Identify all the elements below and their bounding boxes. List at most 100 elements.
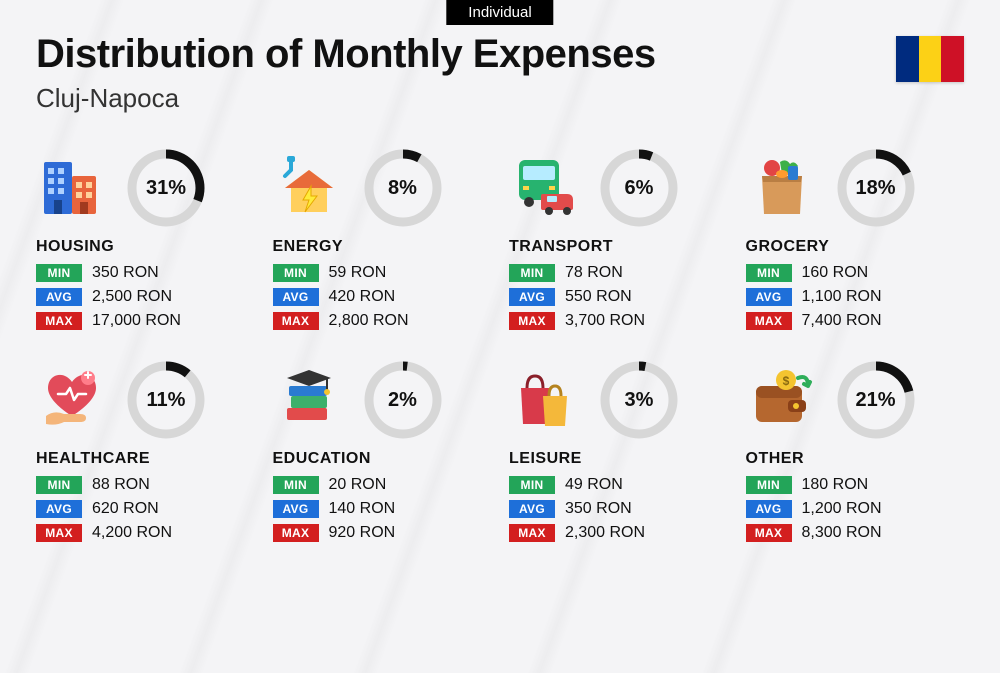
max-badge: MAX	[746, 312, 792, 330]
stat-avg-row: AVG1,200 RON	[746, 500, 965, 518]
stat-max-row: MAX2,800 RON	[273, 312, 492, 330]
percent-label: 31%	[126, 148, 206, 228]
expense-card-other: $ 21%OTHERMIN180 RONAVG1,200 RONMAX8,300…	[746, 360, 965, 542]
stats-block: MIN 350 RON AVG2,500 RON MAX 17,000 RON	[36, 264, 255, 330]
stat-min-row: MIN 78 RON	[509, 264, 728, 282]
stat-avg-row: AVG350 RON	[509, 500, 728, 518]
percent-label: 11%	[126, 360, 206, 440]
min-value: 160 RON	[802, 264, 869, 282]
grad-books-icon	[273, 364, 345, 436]
stat-min-row: MIN 49 RON	[509, 476, 728, 494]
max-badge: MAX	[36, 312, 82, 330]
avg-value: 620 RON	[92, 500, 159, 518]
percent-donut: 31%	[126, 148, 206, 228]
max-value: 2,800 RON	[329, 312, 409, 330]
stat-avg-row: AVG550 RON	[509, 288, 728, 306]
shopping-bags-icon	[509, 364, 581, 436]
min-badge: MIN	[36, 476, 82, 494]
max-value: 8,300 RON	[802, 524, 882, 542]
stats-block: MIN 20 RON AVG 140 RON MAX 920 RON	[273, 476, 492, 542]
avg-value: 420 RON	[329, 288, 396, 306]
min-badge: MIN	[509, 476, 555, 494]
stat-avg-row: AVG420 RON	[273, 288, 492, 306]
max-value: 2,300 RON	[565, 524, 645, 542]
max-badge: MAX	[273, 524, 319, 542]
max-badge: MAX	[746, 524, 792, 542]
max-value: 17,000 RON	[92, 312, 181, 330]
stat-min-row: MIN 350 RON	[36, 264, 255, 282]
min-value: 49 RON	[565, 476, 623, 494]
stat-max-row: MAX 920 RON	[273, 524, 492, 542]
bus-car-icon	[509, 152, 581, 224]
stat-max-row: MAX 3,700 RON	[509, 312, 728, 330]
percent-label: 8%	[363, 148, 443, 228]
min-value: 20 RON	[329, 476, 387, 494]
stats-block: MIN160 RONAVG1,100 RONMAX7,400 RON	[746, 264, 965, 330]
expense-grid: 31%HOUSINGMIN350 RONAVG2,500 RONMAX17,00…	[36, 148, 964, 542]
percent-donut: 18%	[836, 148, 916, 228]
min-badge: MIN	[273, 476, 319, 494]
max-value: 3,700 RON	[565, 312, 645, 330]
percent-label: 2%	[363, 360, 443, 440]
expense-card-healthcare: 11%HEALTHCAREMIN88 RONAVG620 RONMAX4,200…	[36, 360, 255, 542]
page-title: Distribution of Monthly Expenses	[36, 32, 964, 77]
flag-romania	[896, 36, 964, 82]
avg-value: 140 RON	[329, 500, 396, 518]
min-badge: MIN	[746, 476, 792, 494]
percent-donut: 11%	[126, 360, 206, 440]
stat-min-row: MIN 20 RON	[273, 476, 492, 494]
page-subtitle: Cluj-Napoca	[36, 83, 964, 114]
stat-max-row: MAX 17,000 RON	[36, 312, 255, 330]
expense-card-transport: 6% TRANSPORT MIN 78 RON AVG550 RON MAX 3,700 R…	[509, 148, 728, 330]
max-badge: MAX	[509, 524, 555, 542]
percent-label: 21%	[836, 360, 916, 440]
stat-max-row: MAX 8,300 RON	[746, 524, 965, 542]
expense-card-education: 2% EDUCATION MIN 20 RON AVG 140 RON MAX 920 RON	[273, 360, 492, 542]
max-badge: MAX	[509, 312, 555, 330]
avg-badge: AVG	[746, 500, 792, 518]
avg-badge: AVG	[273, 500, 319, 518]
stats-block: MIN 59 RON AVG420 RON MAX2,800 RON	[273, 264, 492, 330]
avg-badge: AVG	[746, 288, 792, 306]
expense-card-housing: 31% HOUSING MIN 350 RON AVG2,500 RON MAX 17,00…	[36, 148, 255, 330]
stat-min-row: MIN180 RON	[746, 476, 965, 494]
category-name: LEISURE	[509, 450, 728, 468]
svg-text:$: $	[782, 374, 789, 388]
min-badge: MIN	[746, 264, 792, 282]
expense-card-leisure: 3% LEISURE MIN 49 RON AVG350 RON MAX 2,300 RON	[509, 360, 728, 542]
stat-max-row: MAX 2,300 RON	[509, 524, 728, 542]
percent-donut: 6%	[599, 148, 679, 228]
avg-badge: AVG	[509, 500, 555, 518]
stat-avg-row: AVG2,500 RON	[36, 288, 255, 306]
category-name: GROCERY	[746, 238, 965, 256]
min-badge: MIN	[273, 264, 319, 282]
percent-donut: 21%	[836, 360, 916, 440]
stat-max-row: MAX4,200 RON	[36, 524, 255, 542]
percent-label: 3%	[599, 360, 679, 440]
min-value: 59 RON	[329, 264, 387, 282]
min-value: 350 RON	[92, 264, 159, 282]
stats-block: MIN180 RON AVG1,200 RON MAX 8,300 RON	[746, 476, 965, 542]
category-name: HOUSING	[36, 238, 255, 256]
flag-stripe-blue	[896, 36, 919, 82]
percent-donut: 8%	[363, 148, 443, 228]
min-value: 88 RON	[92, 476, 150, 494]
category-name: TRANSPORT	[509, 238, 728, 256]
avg-badge: AVG	[509, 288, 555, 306]
flag-stripe-yellow	[919, 36, 942, 82]
category-name: EDUCATION	[273, 450, 492, 468]
stat-max-row: MAX7,400 RON	[746, 312, 965, 330]
min-badge: MIN	[509, 264, 555, 282]
min-badge: MIN	[36, 264, 82, 282]
min-value: 78 RON	[565, 264, 623, 282]
avg-value: 2,500 RON	[92, 288, 172, 306]
stat-min-row: MIN 160 RON	[746, 264, 965, 282]
category-tag: Individual	[446, 0, 553, 25]
buildings-icon	[36, 152, 108, 224]
max-value: 920 RON	[329, 524, 396, 542]
stats-block: MIN88 RONAVG620 RONMAX4,200 RON	[36, 476, 255, 542]
percent-label: 6%	[599, 148, 679, 228]
stat-min-row: MIN 59 RON	[273, 264, 492, 282]
heart-hand-icon	[36, 364, 108, 436]
flag-stripe-red	[941, 36, 964, 82]
